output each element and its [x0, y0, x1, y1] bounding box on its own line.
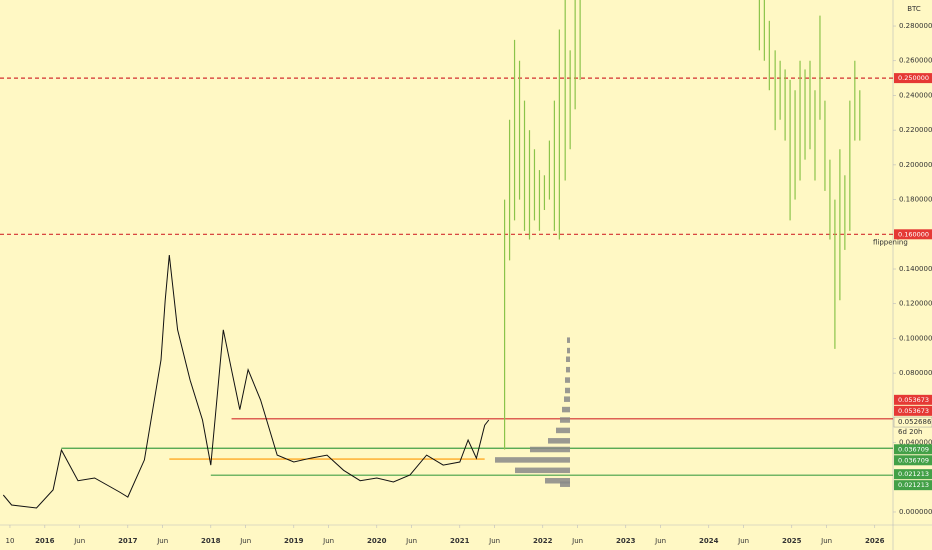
price-tag-label: 0.250000	[898, 74, 929, 82]
y-tick-label: 0.180000	[899, 196, 932, 204]
price-line	[2, 255, 490, 509]
x-tick-label: 2024	[699, 537, 719, 545]
price-tag-label: 0.053673	[898, 407, 929, 415]
y-tick-label: 0.080000	[899, 369, 932, 377]
x-tick-label: 2021	[450, 537, 470, 545]
x-tick-label: Jun	[239, 537, 251, 545]
price-tag-label: 0.053673	[898, 396, 929, 404]
x-tick-label: 2020	[367, 537, 387, 545]
x-tick-label: Jun	[571, 537, 583, 545]
price-tag-label: 0.036709	[898, 445, 929, 453]
x-tick-label: Jun	[820, 537, 832, 545]
price-tag	[894, 405, 932, 416]
price-tag-label: 0.036709	[898, 456, 929, 464]
volume-profile-bar	[566, 366, 570, 373]
volume-profile-bar	[560, 481, 570, 487]
x-tick-label: 2023	[616, 537, 636, 545]
volume-profile-bar	[560, 417, 570, 423]
price-tag	[894, 229, 932, 240]
x-tick-label: 2018	[201, 537, 221, 545]
volume-profile-bar	[556, 427, 570, 434]
x-tick-label: Jun	[488, 537, 500, 545]
volume-profile-bar	[562, 406, 570, 413]
price-tag	[894, 469, 932, 480]
price-tag-label: 0.160000	[898, 230, 929, 238]
volume-profile-bar	[564, 396, 570, 402]
y-tick-label: 0.260000	[899, 57, 932, 65]
y-tick-label: 0.000000	[899, 508, 932, 516]
price-tag-label: 0.021213	[898, 470, 929, 478]
x-tick-label: Jun	[737, 537, 749, 545]
volume-profile-bar	[548, 438, 570, 444]
x-tick-label: 2019	[284, 537, 304, 545]
volume-profile-bar	[566, 356, 570, 363]
y-tick-label: 0.200000	[899, 161, 932, 169]
x-tick-label: 2017	[118, 537, 138, 545]
x-tick-label: Jun	[654, 537, 666, 545]
x-tick-label: Jun	[156, 537, 168, 545]
x-tick-label: Jun	[405, 537, 417, 545]
x-tick-label: 2016	[35, 537, 55, 545]
x-tick-label: 2022	[533, 537, 553, 545]
volume-profile-bar	[495, 457, 570, 463]
x-tick-label: 10	[5, 537, 14, 545]
x-tick-label: Jun	[322, 537, 334, 545]
annotation: flippening	[873, 238, 908, 246]
price-tag-label: 0.021213	[898, 481, 929, 489]
x-tick-label: 2025	[782, 537, 802, 545]
y-tick-label: 0.140000	[899, 265, 932, 273]
price-tag	[894, 444, 932, 455]
volume-profile-bar	[565, 387, 570, 394]
y-tick-label: 0.220000	[899, 126, 932, 134]
price-tag	[894, 480, 932, 491]
volume-profile-bar	[515, 467, 570, 474]
x-tick-label: Jun	[73, 537, 85, 545]
price-tag	[894, 73, 932, 84]
price-tag	[894, 394, 932, 405]
y-tick-label: 0.120000	[899, 300, 932, 308]
y-tick-label: 0.040000	[899, 439, 932, 447]
price-tag	[893, 416, 932, 428]
price-tag-label: 0.052686	[898, 418, 932, 426]
price-tag	[894, 455, 932, 466]
price-tag-note: 6d 20h	[898, 428, 922, 436]
x-tick-label: 2026	[865, 537, 885, 545]
volume-profile-bar	[545, 477, 570, 484]
y-tick-label: 0.280000	[899, 22, 932, 30]
y-tick-label: 0.100000	[899, 334, 932, 342]
volume-profile-bar	[530, 446, 570, 453]
y-tick-label: 0.240000	[899, 91, 932, 99]
volume-profile-bar	[567, 347, 570, 354]
plot-area	[0, 0, 893, 509]
symbol: BTC	[907, 5, 921, 13]
volume-profile-bar	[565, 377, 570, 383]
volume-profile-bar	[567, 337, 570, 343]
